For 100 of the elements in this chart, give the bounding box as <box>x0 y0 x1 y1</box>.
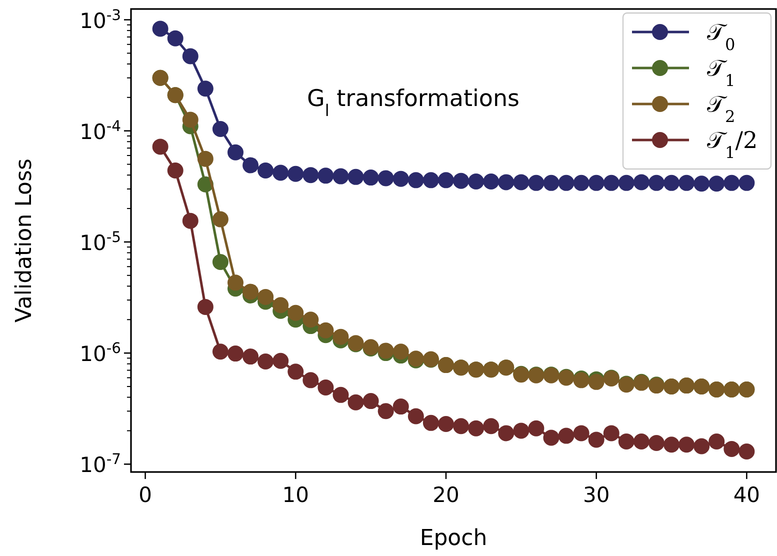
point <box>498 174 514 190</box>
point <box>272 352 289 369</box>
point <box>182 48 198 64</box>
point <box>288 304 304 321</box>
point <box>408 172 424 188</box>
point <box>392 398 409 415</box>
point <box>348 394 364 410</box>
point <box>227 346 244 362</box>
point <box>588 432 604 448</box>
y-tick-label: 10$^{-5}$ <box>80 228 121 255</box>
point <box>603 425 620 442</box>
point <box>588 174 604 191</box>
x-tick-label: 20 <box>432 483 460 507</box>
point <box>258 162 274 178</box>
point <box>724 174 740 191</box>
y-tick-label: 10$^{-6}$ <box>80 340 121 366</box>
point <box>378 170 394 186</box>
point <box>318 379 334 396</box>
point <box>288 364 304 380</box>
point <box>678 436 695 453</box>
point <box>212 211 228 228</box>
point <box>633 174 650 190</box>
point <box>513 174 530 190</box>
point <box>272 164 289 181</box>
point <box>422 414 439 431</box>
point <box>272 297 289 314</box>
point <box>318 322 334 338</box>
point <box>453 418 470 434</box>
point <box>558 174 574 191</box>
point <box>197 80 214 97</box>
x-tick-label: 0 <box>138 483 152 507</box>
point <box>708 176 725 192</box>
point <box>227 144 244 160</box>
point <box>664 436 680 453</box>
point <box>348 168 364 185</box>
point <box>182 112 198 128</box>
point <box>513 422 530 439</box>
point <box>197 150 214 167</box>
point <box>468 174 484 190</box>
point <box>378 403 394 420</box>
point <box>694 176 710 192</box>
point <box>392 170 409 187</box>
point <box>453 172 470 189</box>
point <box>332 328 349 345</box>
point <box>618 174 634 191</box>
point <box>738 174 755 191</box>
y-axis-title: Validation Loss <box>12 158 37 322</box>
y-tick-label: 10$^{-4}$ <box>80 117 121 144</box>
point <box>302 312 319 328</box>
point <box>633 433 650 450</box>
point <box>242 157 259 174</box>
point <box>558 428 574 444</box>
point <box>603 174 620 191</box>
point <box>573 174 590 191</box>
point <box>468 420 484 436</box>
legend-label: 𝒯$_{0}$ <box>707 20 736 54</box>
point <box>288 166 304 182</box>
point <box>318 168 334 184</box>
point <box>724 440 740 457</box>
point <box>212 344 228 360</box>
point <box>332 386 349 403</box>
x-tick-label: 30 <box>582 483 610 507</box>
x-tick-label: 10 <box>282 483 309 507</box>
point <box>543 430 560 446</box>
point <box>167 30 184 46</box>
point <box>362 393 379 410</box>
point <box>483 418 500 434</box>
point <box>498 425 514 442</box>
legend-label: 𝒯$_{1}$ <box>707 56 736 90</box>
point <box>543 174 560 191</box>
point <box>422 172 439 188</box>
point <box>212 120 228 137</box>
point <box>738 444 755 460</box>
point <box>152 138 168 155</box>
point <box>648 174 664 191</box>
point <box>648 435 664 452</box>
point <box>694 438 710 454</box>
point <box>573 425 590 442</box>
x-axis-title: Epoch <box>420 526 488 551</box>
point <box>152 20 168 37</box>
point <box>438 172 454 188</box>
point <box>528 174 544 191</box>
point <box>258 288 274 305</box>
point <box>708 433 725 450</box>
point <box>664 174 680 191</box>
point <box>302 372 319 388</box>
point <box>362 170 379 186</box>
y-tick-label: 10$^{-3}$ <box>80 6 121 33</box>
point <box>618 433 634 450</box>
point <box>392 344 409 360</box>
point <box>408 408 424 424</box>
point <box>258 353 274 370</box>
y-tick-label: 10$^{-7}$ <box>80 450 121 478</box>
point <box>302 167 319 184</box>
point <box>167 162 184 178</box>
point <box>182 212 198 229</box>
point <box>227 274 244 291</box>
point <box>212 254 228 270</box>
point <box>483 174 500 190</box>
point <box>242 348 259 365</box>
